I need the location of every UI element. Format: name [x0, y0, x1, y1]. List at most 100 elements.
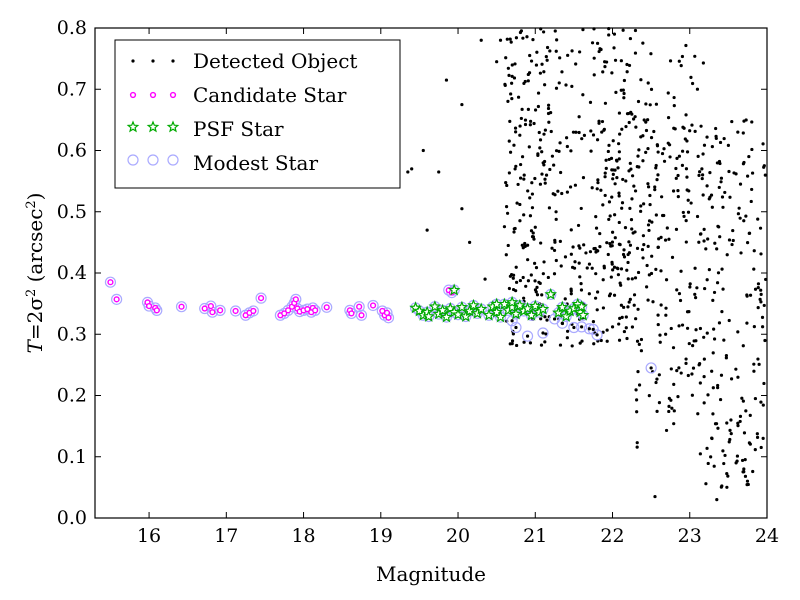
detected-object-point: [702, 239, 706, 243]
detected-object-point: [552, 272, 557, 276]
detected-object-point: [646, 244, 650, 248]
detected-object-point: [532, 121, 536, 126]
detected-object-point: [631, 117, 636, 121]
detected-object-point: [539, 317, 543, 321]
detected-object-point: [421, 148, 425, 153]
detected-object-point: [672, 104, 676, 108]
detected-object-point: [679, 371, 683, 375]
detected-object-point: [508, 119, 512, 123]
x-tick-label: 18: [291, 525, 315, 547]
detected-object-point: [626, 305, 630, 309]
psf-star-point: [451, 308, 465, 321]
detected-object-point: [680, 149, 685, 153]
detected-object-point: [526, 279, 531, 283]
detected-object-point: [529, 59, 534, 63]
detected-object-point: [714, 136, 718, 141]
detected-object-point: [680, 163, 685, 167]
detected-object-point: [554, 217, 558, 221]
detected-object-point: [577, 261, 581, 265]
detected-object-point: [751, 469, 755, 474]
detected-object-point: [571, 245, 575, 249]
detected-object-point: [589, 129, 593, 133]
detected-object-point: [715, 498, 719, 502]
detected-object-point: [711, 412, 715, 416]
detected-object-point: [559, 170, 563, 175]
detected-object-point: [628, 36, 633, 41]
detected-object-point: [544, 55, 548, 59]
detected-object-point: [569, 228, 573, 232]
detected-object-point: [727, 169, 731, 174]
detected-object-point: [636, 307, 640, 311]
psf-star-point: [459, 309, 473, 322]
detected-object-point: [533, 225, 537, 229]
detected-object-point: [698, 452, 702, 456]
detected-object-point: [578, 341, 582, 345]
detected-object-point: [644, 150, 648, 154]
detected-object-point: [612, 265, 617, 269]
detected-object-point: [627, 120, 631, 125]
detected-object-point: [677, 292, 682, 296]
detected-object-point: [511, 287, 516, 292]
detected-object-point: [747, 154, 751, 159]
detected-object-point: [695, 214, 700, 219]
detected-object-point: [736, 424, 740, 428]
detected-object-point: [523, 79, 527, 84]
detected-object-point: [591, 320, 596, 324]
modest-star-point: [229, 305, 242, 317]
detected-object-point: [713, 241, 717, 245]
detected-object-point: [620, 315, 624, 319]
detected-object-point: [523, 122, 528, 127]
detected-object-point: [605, 339, 609, 343]
detected-object-point: [730, 119, 734, 124]
detected-object-point: [533, 288, 538, 292]
detected-object-point: [621, 177, 625, 182]
detected-object-point: [667, 237, 671, 241]
detected-object-point: [706, 393, 710, 397]
detected-object-point: [718, 235, 722, 239]
detected-object-point: [755, 432, 759, 436]
detected-object-point: [609, 275, 613, 279]
detected-object-point: [705, 278, 709, 282]
detected-object-point: [587, 262, 592, 266]
detected-object-point: [676, 195, 680, 199]
modest-star-point: [214, 304, 226, 316]
detected-object-point: [535, 285, 539, 289]
detected-object-point: [676, 189, 680, 193]
candidate-star-point: [285, 307, 292, 314]
detected-object-point: [504, 253, 508, 257]
detected-object-point: [750, 120, 754, 124]
detected-object-point: [572, 325, 576, 330]
detected-object-point: [550, 246, 554, 250]
detected-object-point: [698, 170, 702, 174]
detected-object-point: [635, 246, 640, 250]
detected-object-point: [677, 366, 681, 370]
detected-object-point: [677, 154, 682, 158]
detected-object-point: [538, 71, 542, 75]
detected-object-point: [568, 185, 573, 189]
detected-object-point: [582, 133, 587, 137]
detected-object-point: [587, 327, 591, 331]
psf-star-point: [576, 308, 590, 321]
detected-object-point: [560, 321, 564, 325]
detected-object-point: [545, 58, 549, 62]
detected-object-point: [722, 136, 726, 141]
detected-object-point: [632, 303, 636, 307]
detected-object-point: [723, 190, 727, 195]
detected-object-point: [593, 296, 598, 300]
detected-object-point: [566, 329, 570, 333]
candidate-star-point: [209, 309, 216, 316]
detected-object-point: [615, 266, 619, 270]
detected-object-point: [685, 326, 690, 330]
detected-object-point: [607, 217, 611, 222]
y-tick-label: 0.3: [57, 323, 87, 345]
detected-object-point: [655, 409, 659, 413]
detected-object-point: [552, 248, 557, 253]
detected-object-point: [695, 87, 700, 91]
detected-object-point: [686, 210, 691, 214]
detected-object-point: [565, 144, 569, 149]
detected-object-point: [613, 168, 617, 172]
detected-object-point: [539, 241, 543, 245]
psf-star-point: [440, 310, 453, 323]
detected-object-point: [613, 182, 617, 186]
